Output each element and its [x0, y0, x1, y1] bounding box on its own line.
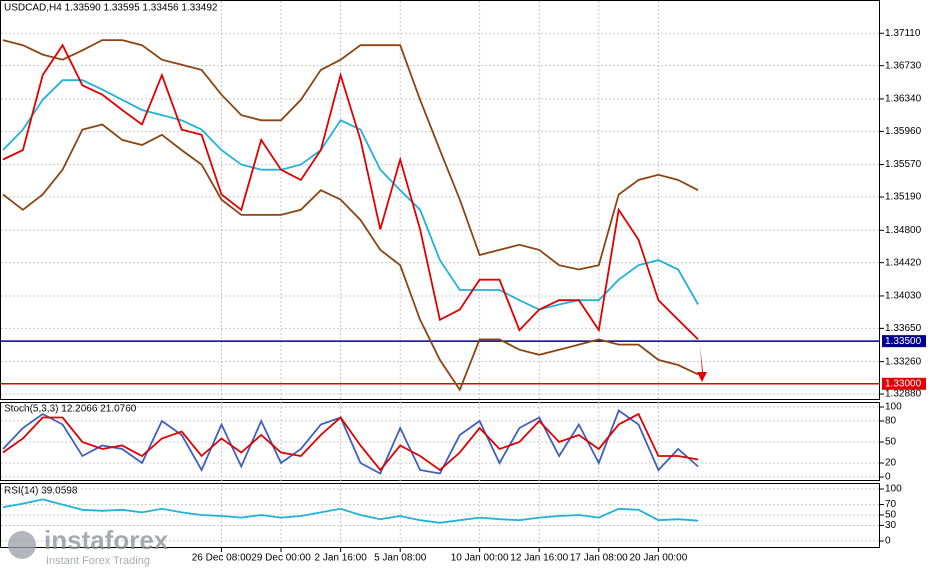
- x-tick-label: 20 Jan 00:00: [629, 553, 687, 564]
- x-tick-label: 29 Dec 00:00: [251, 553, 311, 564]
- y-tick-label: 70: [885, 499, 897, 510]
- panel-title: USDCAD,H4 1.33590 1.33595 1.33456 1.3349…: [4, 3, 218, 14]
- y-tick-label: 1.36340: [885, 94, 922, 105]
- series-line: [2, 409, 699, 475]
- brand: instaforex: [44, 525, 169, 555]
- series-line: [2, 39, 699, 271]
- main-panel: [0, 0, 880, 400]
- x-tick-label: 17 Jan 08:00: [570, 553, 628, 564]
- tagline: Instant Forex Trading: [46, 555, 150, 567]
- series-line: [2, 123, 699, 392]
- panel-title: Stoch(5,3,3) 12.2066 21.0760: [4, 404, 137, 415]
- y-tick-label: 20: [885, 458, 897, 469]
- logo: [8, 531, 36, 559]
- level-label-box: [882, 335, 926, 348]
- y-tick-label: 0: [885, 536, 891, 547]
- series-line: [2, 43, 699, 341]
- y-tick-label: 1.35960: [885, 126, 922, 137]
- x-tick-label: 2 Jan 16:00: [314, 553, 367, 564]
- level-label: 1.33000: [885, 378, 922, 389]
- y-tick-label: 1.34030: [885, 291, 922, 302]
- y-tick-label: 50: [885, 510, 897, 521]
- x-tick-label: 5 Jan 08:00: [374, 553, 427, 564]
- y-tick-label: 80: [885, 416, 897, 427]
- y-tick-label: 1.34420: [885, 257, 922, 268]
- y-tick-label: 1.37110: [885, 28, 921, 39]
- y-tick-label: 1.35570: [885, 159, 922, 170]
- series-line: [2, 412, 699, 472]
- x-tick-label: 26 Dec 08:00: [192, 553, 252, 564]
- y-tick-label: 1.32880: [885, 389, 922, 400]
- level-label-box: [882, 377, 926, 390]
- y-tick-label: 50: [885, 437, 897, 448]
- y-tick-label: 1.33260: [885, 356, 922, 367]
- y-tick-label: 1.34800: [885, 225, 922, 236]
- x-tick-label: 10 Jan 00:00: [451, 553, 509, 564]
- y-tick-label: 1.35190: [885, 192, 922, 203]
- level-label: 1.33500: [885, 336, 922, 347]
- y-tick-label: 1.36730: [885, 60, 922, 71]
- arrow: [697, 345, 707, 382]
- watermark: instaforex Instant Forex Trading: [8, 525, 169, 567]
- series-line: [2, 79, 699, 311]
- y-tick-label: 100: [885, 484, 902, 495]
- panel-title: RSI(14) 39.0598: [4, 486, 78, 497]
- y-tick-label: 1.33650: [885, 323, 922, 334]
- series-line: [2, 498, 699, 524]
- y-tick-label: 30: [885, 520, 897, 531]
- y-tick-label: 100: [885, 402, 902, 413]
- x-tick-label: 12 Jan 16:00: [510, 553, 568, 564]
- y-tick-label: 0: [885, 472, 891, 483]
